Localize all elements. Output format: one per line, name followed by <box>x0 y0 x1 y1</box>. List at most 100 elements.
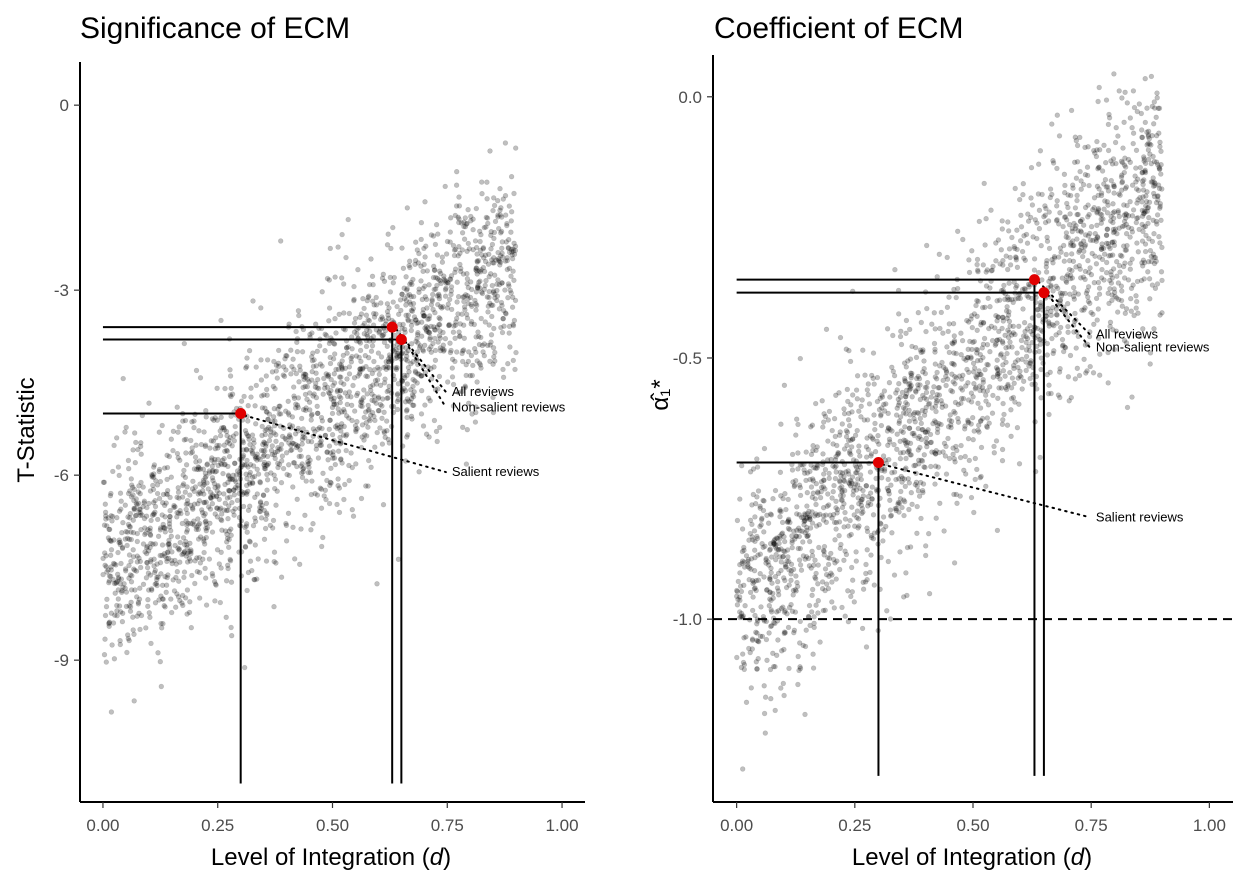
scatter-point <box>1130 282 1136 288</box>
scatter-point <box>211 459 217 466</box>
scatter-point <box>254 576 260 582</box>
scatter-point <box>188 624 195 631</box>
scatter-point <box>308 527 314 533</box>
scatter-point <box>191 418 197 424</box>
scatter-point <box>379 275 386 281</box>
scatter-point <box>197 375 204 381</box>
scatter-point <box>244 355 250 361</box>
scatter-point <box>189 521 196 527</box>
scatter-point <box>817 495 824 501</box>
scatter-point <box>1005 228 1012 234</box>
scatter-point <box>510 357 516 364</box>
scatter-point <box>870 535 877 542</box>
scatter-point <box>1035 191 1042 197</box>
scatter-point <box>887 497 893 503</box>
scatter-point <box>333 440 339 446</box>
scatter-point <box>1140 187 1147 193</box>
scatter-point <box>755 638 762 645</box>
scatter-point <box>761 683 767 689</box>
scatter-point <box>210 477 216 484</box>
scatter-point <box>1155 105 1162 112</box>
scatter-point <box>1115 133 1121 139</box>
scatter-point <box>432 327 438 333</box>
scatter-point <box>263 441 269 447</box>
scatter-point <box>251 437 257 443</box>
scatter-point <box>136 555 142 561</box>
scatter-point <box>474 258 480 264</box>
scatter-point <box>1150 175 1156 181</box>
scatter-point <box>379 441 386 447</box>
scatter-point <box>187 558 194 564</box>
scatter-point <box>227 476 233 483</box>
scatter-point <box>217 599 224 606</box>
scatter-point <box>449 306 455 313</box>
scatter-point <box>446 322 452 329</box>
scatter-point <box>354 392 360 399</box>
scatter-point <box>420 285 426 292</box>
scatter-point <box>229 476 235 483</box>
scatter-point <box>1063 274 1070 280</box>
scatter-point <box>155 574 161 580</box>
scatter-point <box>143 544 150 551</box>
scatter-point <box>361 437 367 443</box>
scatter-point <box>434 275 441 281</box>
scatter-point <box>865 503 871 509</box>
scatter-point <box>375 350 382 356</box>
scatter-point <box>214 547 221 553</box>
scatter-point <box>187 492 193 498</box>
scatter-point <box>159 552 165 559</box>
scatter-point <box>330 455 336 461</box>
scatter-point <box>1157 144 1163 150</box>
scatter-point <box>471 321 477 328</box>
scatter-point <box>246 348 253 354</box>
scatter-point <box>119 545 126 552</box>
scatter-point <box>737 561 743 568</box>
scatter-point <box>224 535 231 541</box>
scatter-point <box>108 547 115 553</box>
scatter-point <box>829 599 835 605</box>
scatter-point <box>123 528 129 535</box>
scatter-point <box>1068 107 1075 114</box>
scatter-point <box>833 526 839 532</box>
scatter-point <box>164 558 170 565</box>
label-leader <box>404 340 447 409</box>
scatter-point <box>456 203 463 209</box>
y-tick-label: -0.5 <box>673 349 702 368</box>
scatter-point <box>485 342 491 349</box>
scatter-point <box>195 491 202 497</box>
scatter-point <box>855 525 861 531</box>
scatter-point <box>270 517 277 524</box>
scatter-point <box>291 366 297 373</box>
scatter-point <box>443 285 449 291</box>
scatter-point <box>994 527 1001 534</box>
scatter-point <box>210 573 216 579</box>
scatter-point <box>1111 190 1117 196</box>
scatter-point <box>946 417 953 423</box>
scatter-point <box>1145 140 1151 147</box>
scatter-point <box>219 517 225 524</box>
scatter-point <box>115 549 121 556</box>
scatter-point <box>797 618 803 625</box>
scatter-point <box>802 711 808 718</box>
scatter-point <box>754 533 760 540</box>
scatter-point <box>860 347 866 353</box>
scatter-point <box>288 447 294 454</box>
scatter-point <box>1003 386 1010 393</box>
scatter-point <box>969 346 975 353</box>
scatter-point <box>781 538 788 545</box>
scatter-point <box>1013 257 1019 263</box>
scatter-point <box>1148 161 1155 167</box>
scatter-point <box>836 532 842 539</box>
scatter-point <box>484 196 490 202</box>
scatter-point <box>282 435 288 441</box>
scatter-point <box>447 239 453 245</box>
scatter-point <box>983 398 989 404</box>
scatter-point <box>221 442 228 448</box>
scatter-point <box>338 362 344 368</box>
scatter-point <box>202 470 209 476</box>
scatter-point <box>196 428 202 434</box>
scatter-point <box>251 440 257 446</box>
scatter-point <box>370 382 376 388</box>
scatter-point <box>1110 210 1116 216</box>
scatter-point <box>204 525 211 531</box>
